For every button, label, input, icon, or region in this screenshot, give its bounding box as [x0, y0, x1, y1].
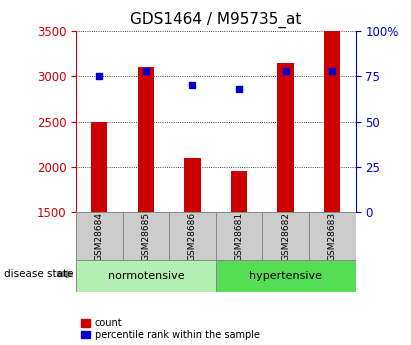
Text: GSM28681: GSM28681: [235, 212, 244, 261]
Bar: [169, 212, 216, 260]
Text: hypertensive: hypertensive: [249, 271, 322, 281]
Bar: [184, 158, 201, 212]
Bar: [262, 212, 309, 260]
Bar: [91, 122, 108, 212]
Bar: [216, 260, 356, 292]
Text: GSM28686: GSM28686: [188, 212, 197, 261]
Text: GSM28683: GSM28683: [328, 212, 337, 261]
Bar: [231, 170, 247, 212]
Bar: [76, 260, 216, 292]
Text: GSM28685: GSM28685: [141, 212, 150, 261]
Point: [189, 82, 196, 88]
Text: GSM28684: GSM28684: [95, 212, 104, 261]
Point: [143, 68, 149, 73]
Title: GDS1464 / M95735_at: GDS1464 / M95735_at: [130, 12, 301, 28]
Text: disease state: disease state: [4, 269, 74, 279]
Bar: [324, 31, 340, 212]
Point: [96, 73, 103, 79]
Bar: [216, 212, 262, 260]
Text: normotensive: normotensive: [108, 271, 184, 281]
Bar: [122, 212, 169, 260]
Legend: count, percentile rank within the sample: count, percentile rank within the sample: [81, 318, 259, 340]
Point: [282, 68, 289, 73]
Point: [236, 86, 242, 92]
Point: [329, 68, 335, 73]
Bar: [277, 63, 294, 212]
Bar: [76, 212, 122, 260]
Bar: [309, 212, 356, 260]
Text: GSM28682: GSM28682: [281, 212, 290, 261]
Bar: [138, 67, 154, 212]
